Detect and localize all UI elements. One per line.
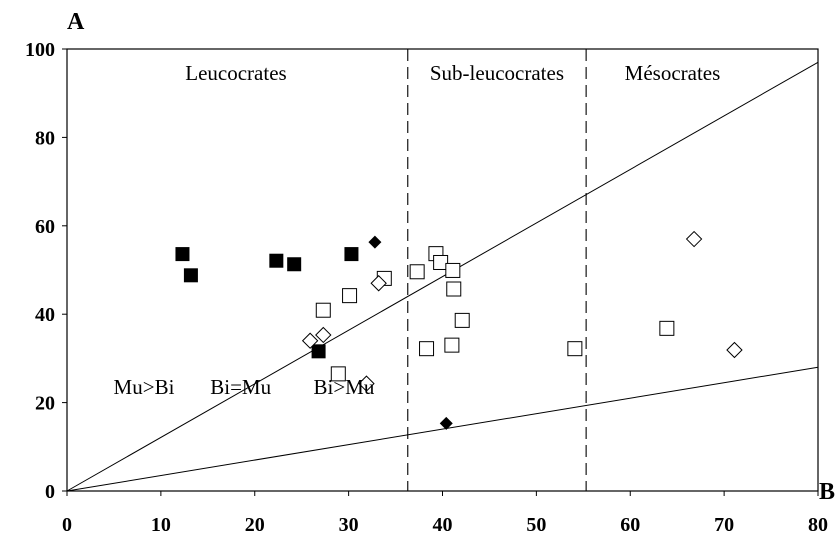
y-tick-label: 0 [45,481,55,503]
tick-labels: 0 20 40 60 80 100 0 10 20 30 40 50 60 70 80 [25,39,828,536]
y-tick-label: 40 [35,304,55,326]
ratio-line [66,61,819,492]
plot-frame [62,48,819,496]
open-diamond-point [685,230,703,248]
data-points [175,230,743,430]
filled-square-point [311,344,326,359]
y-tick-label: 100 [25,39,55,61]
x-tick-label: 40 [433,514,453,536]
open-square-point [567,341,583,357]
open-square-point [444,337,460,353]
open-square-point [315,302,331,318]
open-square-point [409,264,425,280]
open-square-point [659,320,675,336]
region-label-mesocrates: Mésocrates [625,61,721,85]
open-diamond-point [315,326,332,344]
annotation-mu-gt-bi: Mu>Bi [114,375,175,399]
x-tick-label: 50 [526,514,546,536]
annotation-bi-gt-mu: Bi>Mu [314,375,375,399]
filled-square-point [183,268,198,283]
text-labels: A B Leucocrates Sub-leucocrates Mésocrat… [67,9,835,505]
annotation-bi-eq-mu: Bi=Mu [210,375,271,399]
x-tick-label: 60 [620,514,640,536]
y-tick-label: 60 [35,216,55,238]
x-tick-label: 80 [808,514,828,536]
open-square-point [454,312,470,328]
open-square-point [446,281,462,297]
open-square-point [330,366,346,382]
ratio-line [66,366,819,492]
open-square-point [419,341,435,357]
y-tick-label: 80 [35,127,55,149]
x-axis-label: B [819,479,835,505]
open-diamond-point [726,341,743,359]
y-axis-label: A [67,9,85,35]
filled-square-point [344,247,359,262]
x-tick-label: 10 [151,514,171,536]
region-label-sub-leucocrates: Sub-leucocrates [430,61,564,85]
filled-diamond-point [439,416,453,430]
open-diamond-point [301,332,319,349]
filled-diamond-point [368,235,382,249]
x-tick-label: 20 [245,514,265,536]
filled-square-point [175,247,190,262]
open-diamond-point [370,275,387,292]
x-tick-label: 70 [714,514,734,536]
x-tick-label: 0 [62,514,72,536]
region-label-leucocrates: Leucocrates [185,61,286,85]
open-square-point [433,254,449,270]
x-tick-label: 30 [339,514,359,536]
open-diamond-point [358,375,375,392]
y-tick-label: 20 [35,393,55,415]
reference-lines [66,49,819,492]
filled-square-point [269,253,284,268]
open-square-point [342,288,358,304]
filled-square-point [287,257,302,272]
open-square-point [445,262,461,278]
